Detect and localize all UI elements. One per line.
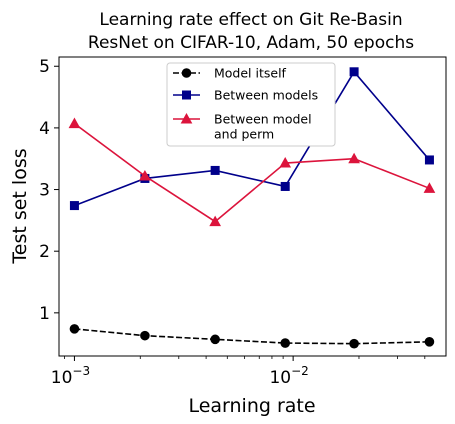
- legend-label: Model itself: [214, 66, 287, 81]
- series-0: [69, 324, 435, 349]
- x-tick-label: 10−3: [51, 364, 90, 388]
- data-point: [279, 157, 292, 168]
- data-point: [139, 169, 151, 181]
- legend-box: [166, 62, 336, 147]
- y-tick-label: 1: [39, 304, 50, 324]
- series-line: [73, 122, 430, 223]
- series-line: [74, 70, 431, 207]
- axis-ticks: 1 2 3 4 5 10−3 10−2: [39, 57, 426, 388]
- data-point: [280, 338, 291, 348]
- legend-label: Between model and perm: [214, 112, 312, 142]
- x-axis-label: Learning rate: [188, 395, 315, 417]
- y-tick-label: 4: [39, 119, 50, 139]
- legend: Model itself Between models Between model a…: [166, 62, 336, 147]
- data-point: [140, 330, 150, 341]
- series-2: [68, 117, 436, 227]
- data-point: [423, 182, 436, 193]
- y-axis-label: Test set loss: [9, 148, 31, 264]
- data-point: [349, 338, 359, 349]
- data-point: [69, 201, 79, 211]
- series-layer: [68, 67, 436, 349]
- y-tick-label: 3: [39, 181, 50, 201]
- data-point: [69, 324, 80, 334]
- data-point: [209, 215, 222, 227]
- legend-marker: [180, 112, 193, 124]
- data-point: [348, 152, 360, 164]
- data-point: [424, 155, 434, 165]
- legend-marker: [181, 68, 192, 78]
- y-tick-label: 5: [39, 57, 50, 77]
- series-line: [74, 328, 430, 345]
- y-tick-label: 2: [39, 242, 50, 262]
- chart-title-line-1: Learning rate effect on Git Re-Basin: [99, 10, 402, 30]
- data-point: [424, 337, 435, 347]
- plot-frame: [58, 56, 447, 357]
- data-point: [210, 165, 220, 175]
- data-point: [349, 67, 359, 77]
- x-tick-label: 10−2: [269, 364, 308, 388]
- legend-marker: [182, 90, 191, 100]
- chart-title-line-2: ResNet on CIFAR-10, Adam, 50 epochs: [88, 33, 414, 53]
- data-point: [280, 181, 290, 191]
- data-point: [68, 117, 81, 129]
- legend-label: Between models: [214, 88, 318, 103]
- data-point: [210, 334, 220, 345]
